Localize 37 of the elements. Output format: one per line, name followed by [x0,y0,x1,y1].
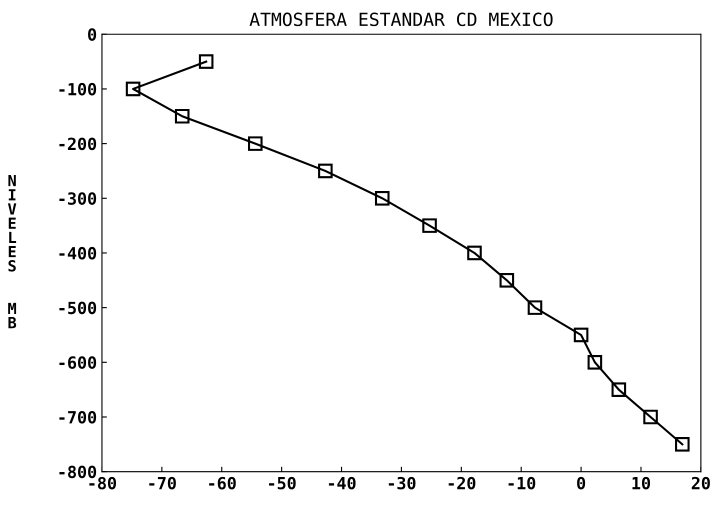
point [174,108,190,124]
point [318,164,333,178]
point [126,82,140,96]
x-tick-label: 20 [692,476,710,490]
point [643,410,658,424]
y-tick-label: -700 [59,410,96,424]
point [528,300,542,315]
point [500,273,514,288]
point [588,355,602,370]
point [198,54,214,69]
y-tick-label: 0 [88,28,96,41]
x-tick-label: 10 [632,476,650,490]
point [422,218,437,233]
x-tick-label: -20 [448,476,476,490]
y-tick-label: -300 [59,192,96,205]
x-tick-label: -60 [209,476,236,490]
x-tick-label: -80 [89,476,116,490]
y-tick-label: -600 [59,356,96,369]
chart-title: ATMOSFERA ESTANDAR CD MEXICO [250,12,553,26]
y-tick-label: -400 [59,246,96,260]
y-tick-label: -100 [59,82,96,96]
x-tick-label: -10 [508,476,536,490]
point [612,382,626,397]
point [574,328,588,342]
text: NIVELES MB [8,175,16,328]
x-tick-label: -50 [269,476,296,490]
y-tick-label: -500 [59,302,96,314]
point [374,190,390,206]
x-tick-label: -30 [388,476,416,490]
x-tick-label: -70 [149,476,176,490]
point [467,246,482,260]
point [675,437,690,452]
y-tick-label: -200 [59,138,96,150]
x-tick-label: 0 [577,476,586,490]
x-tick-label: -40 [328,476,356,490]
point [248,136,263,151]
y-tick-label: -800 [59,466,96,478]
